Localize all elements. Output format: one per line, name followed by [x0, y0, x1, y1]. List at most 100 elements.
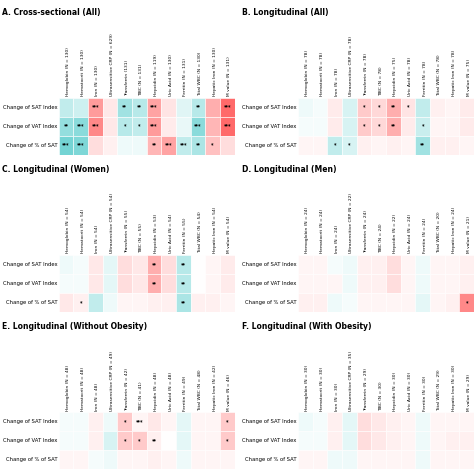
- Bar: [191, 98, 205, 117]
- Text: ***: ***: [180, 143, 187, 147]
- Bar: [356, 136, 371, 155]
- Bar: [205, 98, 220, 117]
- Bar: [328, 255, 342, 274]
- Bar: [146, 117, 161, 136]
- Bar: [118, 98, 132, 117]
- Bar: [88, 293, 103, 312]
- Text: Transferrin (N = 78): Transferrin (N = 78): [364, 53, 368, 96]
- Text: Change of SAT Index: Change of SAT Index: [3, 262, 57, 267]
- Text: Uric Acid (N = 30): Uric Acid (N = 30): [408, 372, 412, 411]
- Bar: [103, 117, 118, 136]
- Bar: [342, 117, 356, 136]
- Bar: [220, 431, 235, 450]
- Bar: [146, 98, 161, 117]
- Bar: [88, 255, 103, 274]
- Bar: [205, 274, 220, 293]
- Bar: [132, 255, 146, 274]
- Bar: [220, 293, 235, 312]
- Bar: [445, 274, 459, 293]
- Text: Total WBC (N = 78): Total WBC (N = 78): [438, 55, 441, 96]
- Bar: [191, 274, 205, 293]
- Text: **: **: [420, 143, 425, 147]
- Text: *: *: [348, 143, 351, 147]
- Text: Iron (N = 24): Iron (N = 24): [335, 225, 339, 254]
- Bar: [205, 136, 220, 155]
- Bar: [401, 412, 415, 431]
- Bar: [146, 274, 161, 293]
- Bar: [59, 274, 73, 293]
- Bar: [176, 450, 191, 469]
- Bar: [191, 136, 205, 155]
- Bar: [356, 117, 371, 136]
- Text: Ultrasensitive CRP (N = 54): Ultrasensitive CRP (N = 54): [110, 193, 114, 254]
- Bar: [459, 255, 474, 274]
- Bar: [430, 136, 445, 155]
- Text: Transferrin (131): Transferrin (131): [125, 60, 128, 96]
- Bar: [59, 431, 73, 450]
- Text: ***: ***: [136, 419, 143, 424]
- Bar: [386, 412, 401, 431]
- Text: *: *: [421, 124, 424, 128]
- Text: Change of VAT Index: Change of VAT Index: [3, 281, 57, 286]
- Text: TIBC (N = 131): TIBC (N = 131): [139, 64, 143, 96]
- Text: Hematocrit (N = 78): Hematocrit (N = 78): [320, 52, 324, 96]
- Bar: [430, 293, 445, 312]
- Text: **: **: [152, 262, 156, 267]
- Bar: [205, 412, 220, 431]
- Text: Change of VAT Index: Change of VAT Index: [3, 438, 57, 443]
- Bar: [103, 431, 118, 450]
- Bar: [371, 293, 386, 312]
- Text: Ferritin (N = 55): Ferritin (N = 55): [183, 218, 187, 254]
- Bar: [146, 136, 161, 155]
- Bar: [386, 98, 401, 117]
- Bar: [88, 136, 103, 155]
- Bar: [191, 450, 205, 469]
- Text: ***: ***: [194, 124, 202, 128]
- Text: Change of SAT Index: Change of SAT Index: [3, 105, 57, 109]
- Bar: [298, 412, 313, 431]
- Bar: [342, 274, 356, 293]
- Text: **: **: [137, 105, 142, 109]
- Text: *: *: [123, 419, 126, 424]
- Text: Change of VAT Index: Change of VAT Index: [3, 124, 57, 128]
- Bar: [132, 98, 146, 117]
- Bar: [415, 274, 430, 293]
- Text: Hepcidin (N = 75): Hepcidin (N = 75): [393, 57, 397, 96]
- Bar: [430, 98, 445, 117]
- Text: Ferritin (N = 30): Ferritin (N = 30): [423, 375, 427, 411]
- Text: Change of % of SAT: Change of % of SAT: [6, 457, 57, 462]
- Bar: [161, 274, 176, 293]
- Bar: [459, 431, 474, 450]
- Text: Hemoglobin (N = 48): Hemoglobin (N = 48): [66, 365, 70, 411]
- Bar: [88, 412, 103, 431]
- Bar: [415, 98, 430, 117]
- Bar: [191, 117, 205, 136]
- Text: Total WBC (N = 130): Total WBC (N = 130): [198, 52, 202, 96]
- Bar: [73, 412, 88, 431]
- Bar: [313, 255, 328, 274]
- Text: Hematocrit (N = 30): Hematocrit (N = 30): [320, 366, 324, 411]
- Bar: [220, 98, 235, 117]
- Bar: [342, 136, 356, 155]
- Bar: [132, 431, 146, 450]
- Bar: [73, 293, 88, 312]
- Bar: [220, 450, 235, 469]
- Text: Hepcidin (N = 48): Hepcidin (N = 48): [154, 372, 158, 411]
- Text: Change of % of SAT: Change of % of SAT: [245, 143, 297, 147]
- Bar: [371, 98, 386, 117]
- Text: Change of SAT Index: Change of SAT Index: [242, 419, 297, 424]
- Bar: [176, 274, 191, 293]
- Text: *: *: [138, 438, 141, 443]
- Bar: [401, 98, 415, 117]
- Bar: [88, 98, 103, 117]
- Text: Change of % of SAT: Change of % of SAT: [245, 300, 297, 305]
- Text: M value (N = 75): M value (N = 75): [467, 59, 471, 96]
- Bar: [118, 412, 132, 431]
- Bar: [146, 412, 161, 431]
- Text: ***: ***: [77, 143, 84, 147]
- Text: E. Longitudinal (Without Obesity): E. Longitudinal (Without Obesity): [2, 322, 147, 331]
- Text: *: *: [123, 438, 126, 443]
- Bar: [220, 274, 235, 293]
- Text: TIBC (N = 55): TIBC (N = 55): [139, 224, 143, 254]
- Text: **: **: [181, 262, 186, 267]
